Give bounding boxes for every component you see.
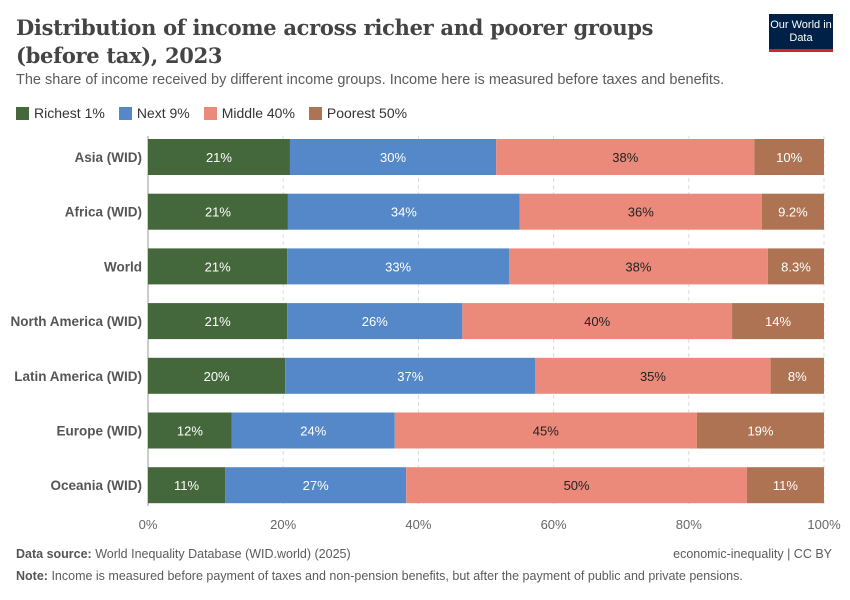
legend-item[interactable]: Middle 40% bbox=[203, 105, 295, 121]
data-label: 11% bbox=[174, 478, 199, 493]
source-label: Data source: bbox=[16, 547, 92, 561]
bar-segment bbox=[761, 193, 824, 230]
legend: Richest 1% Next 9% Middle 40% Poorest 50% bbox=[16, 105, 407, 121]
bar-segment bbox=[148, 193, 288, 230]
legend-swatch bbox=[118, 106, 132, 120]
bar-segment bbox=[754, 139, 824, 175]
note-label: Note: bbox=[16, 569, 48, 583]
bar-segment bbox=[148, 248, 288, 285]
data-label: 12% bbox=[177, 424, 203, 439]
data-label: 38% bbox=[625, 259, 651, 274]
legend-swatch bbox=[203, 106, 217, 120]
data-label: 8.3% bbox=[781, 259, 811, 274]
license[interactable]: economic-inequality | CC BY bbox=[673, 547, 832, 561]
x-tick-label: 100% bbox=[807, 517, 841, 532]
legend-label: Next 9% bbox=[136, 105, 190, 121]
note-text: Income is measured before payment of tax… bbox=[51, 569, 743, 583]
legend-label: Poorest 50% bbox=[326, 105, 408, 121]
bar-segment bbox=[225, 467, 407, 504]
data-label: 21% bbox=[206, 150, 232, 165]
bar-segment bbox=[462, 303, 733, 340]
category-label: Africa (WID) bbox=[65, 205, 142, 220]
x-tick-label: 60% bbox=[541, 517, 567, 532]
data-label: 14% bbox=[765, 314, 791, 329]
bar-segment bbox=[287, 193, 520, 230]
bar-segment bbox=[406, 467, 747, 504]
bar-segment bbox=[148, 412, 232, 449]
bar-segment bbox=[732, 303, 824, 340]
x-tick-label: 40% bbox=[405, 517, 431, 532]
bar-segment bbox=[231, 412, 395, 449]
data-label: 10% bbox=[776, 150, 802, 165]
data-label: 50% bbox=[564, 478, 590, 493]
data-label: 37% bbox=[397, 369, 423, 384]
data-label: 40% bbox=[584, 314, 610, 329]
bar-segment bbox=[696, 412, 824, 449]
legend-label: Richest 1% bbox=[34, 105, 105, 121]
data-label: 34% bbox=[391, 205, 417, 220]
bar-segment bbox=[496, 139, 755, 175]
bar-segment bbox=[535, 357, 771, 394]
bar-segment bbox=[394, 412, 697, 449]
bar-segment bbox=[148, 139, 290, 175]
legend-item[interactable]: Next 9% bbox=[118, 105, 190, 121]
x-tick-label: 0% bbox=[139, 517, 158, 532]
bar-segment bbox=[148, 467, 226, 504]
data-label: 9.2% bbox=[778, 205, 808, 220]
bar-segment bbox=[746, 467, 824, 504]
data-label: 45% bbox=[533, 424, 559, 439]
data-label: 38% bbox=[612, 150, 638, 165]
bar-segment bbox=[508, 248, 768, 285]
bar-segment bbox=[287, 303, 463, 340]
legend-swatch bbox=[16, 106, 29, 120]
category-label: Asia (WID) bbox=[75, 150, 143, 165]
data-label: 19% bbox=[747, 424, 773, 439]
bar-segment bbox=[770, 357, 824, 394]
category-label: Oceania (WID) bbox=[50, 478, 142, 493]
data-label: 35% bbox=[640, 369, 666, 384]
legend-label: Middle 40% bbox=[221, 105, 295, 121]
owid-logo[interactable]: Our World in Data bbox=[769, 14, 833, 52]
data-label: 8% bbox=[788, 369, 807, 384]
category-label: World bbox=[104, 259, 142, 274]
bar-segment bbox=[519, 193, 762, 230]
bar-segment bbox=[148, 357, 286, 394]
chart: 0% 20% 40% 60% 80% 100% Asia (WID) 21% 30% 38% 10%… bbox=[10, 136, 841, 532]
category-label: North America (WID) bbox=[10, 314, 142, 329]
legend-item[interactable]: Poorest 50% bbox=[308, 105, 408, 121]
legend-swatch bbox=[308, 106, 322, 120]
bar-segment bbox=[285, 357, 536, 394]
category-label: Europe (WID) bbox=[57, 424, 143, 439]
data-label: 30% bbox=[380, 150, 406, 165]
bar-segment bbox=[287, 248, 509, 285]
chart-subtitle: The share of income received by differen… bbox=[16, 72, 725, 88]
data-label: 21% bbox=[205, 259, 231, 274]
data-label: 24% bbox=[300, 424, 326, 439]
data-label: 33% bbox=[385, 259, 411, 274]
source-text[interactable]: World Inequality Database (WID.world) (2… bbox=[95, 547, 351, 561]
bar-segment bbox=[767, 248, 824, 285]
data-label: 26% bbox=[362, 314, 388, 329]
category-label: Latin America (WID) bbox=[14, 369, 142, 384]
data-label: 11% bbox=[773, 478, 798, 493]
bar-segment bbox=[148, 303, 288, 340]
data-label: 21% bbox=[205, 314, 231, 329]
data-source: Data source: World Inequality Database (… bbox=[16, 547, 351, 561]
data-label: 36% bbox=[628, 205, 654, 220]
legend-item[interactable]: Richest 1% bbox=[16, 105, 105, 121]
data-label: 27% bbox=[303, 478, 329, 493]
data-label: 21% bbox=[205, 205, 231, 220]
x-tick-label: 80% bbox=[676, 517, 702, 532]
x-tick-label: 20% bbox=[270, 517, 296, 532]
bar-segment bbox=[289, 139, 497, 175]
chart-title: Distribution of income across richer and… bbox=[16, 15, 654, 68]
note: Note: Income is measured before payment … bbox=[16, 569, 743, 583]
data-label: 20% bbox=[204, 369, 230, 384]
